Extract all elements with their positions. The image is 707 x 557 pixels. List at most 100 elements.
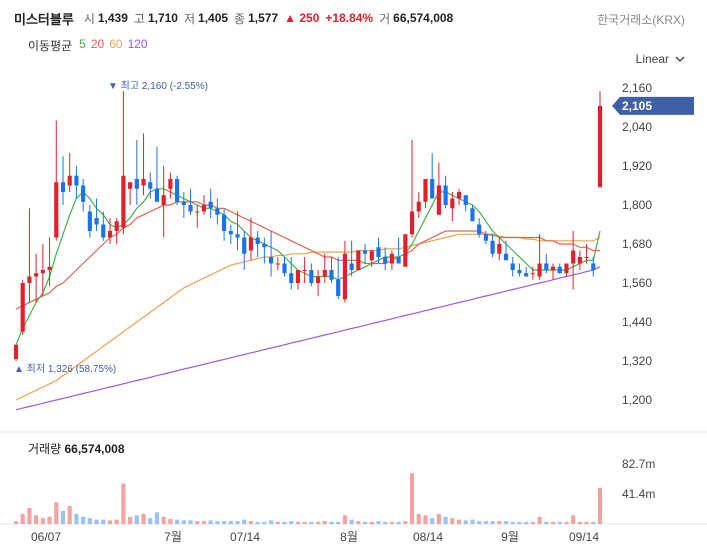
candle-body (282, 263, 287, 274)
candle-body (134, 179, 139, 189)
volume-bar (27, 508, 32, 524)
candle-body (530, 273, 535, 275)
candle-body (128, 182, 133, 189)
candle-body (383, 257, 388, 264)
candle-body (483, 234, 488, 241)
volume-bar (168, 518, 173, 524)
low-label: 저 (183, 11, 196, 26)
volume-value: 66,574,008 (393, 11, 454, 25)
ma-legend-item-120[interactable]: 120 (127, 37, 148, 51)
volume-bar (510, 521, 515, 524)
volume-bar (121, 483, 126, 524)
volume-bar (268, 520, 274, 524)
candle-body (81, 185, 86, 202)
volume-bar (175, 519, 180, 524)
volume-bar (470, 519, 475, 524)
volume-bar (154, 512, 160, 524)
volume-bar (597, 487, 603, 524)
candle-body (497, 244, 502, 254)
candle-body (154, 188, 160, 202)
current-price-tag (612, 96, 694, 115)
volume-bar (550, 521, 556, 524)
volume-bar (47, 516, 52, 524)
candle-body (13, 344, 19, 360)
candle-body (255, 237, 260, 244)
volume-tick-label: 41.4m (622, 487, 655, 501)
candle-body (430, 179, 435, 199)
candle-body (503, 253, 509, 261)
candle-body (336, 279, 341, 296)
volume-panel-value: 66,574,008 (64, 442, 125, 456)
candle-body (242, 237, 247, 254)
low-value: 1,405 (198, 11, 229, 25)
volume-bar (356, 521, 361, 524)
price-tick-label: 2,040 (622, 120, 652, 134)
volume-bar (242, 519, 247, 524)
volume-bar (349, 519, 354, 524)
ma-legend-item-20[interactable]: 20 (90, 37, 105, 51)
volume-bar (235, 521, 240, 524)
change-value: ▲ 250 (284, 11, 320, 25)
candle-body (67, 175, 72, 186)
volume-bar (577, 521, 582, 524)
candle-body (34, 273, 39, 277)
candle-body (456, 192, 462, 199)
candle-body (557, 266, 562, 274)
volume-bar (161, 516, 166, 524)
volume-bar (54, 502, 59, 524)
price-tick-label: 1,440 (622, 315, 652, 329)
volume-bar (181, 520, 186, 524)
candle-body (349, 263, 354, 270)
candle-body (517, 270, 522, 274)
volume-bar (87, 518, 92, 524)
volume-bar (195, 521, 200, 524)
volume-bar (564, 521, 569, 524)
candle-body (302, 270, 307, 271)
ma-legend-item-60[interactable]: 60 (109, 37, 123, 51)
volume-bar (497, 521, 502, 524)
volume-bar (208, 520, 213, 524)
volume-bar (369, 521, 374, 524)
volume-bar (201, 521, 207, 524)
volume-bar (40, 518, 45, 524)
volume-bar (591, 521, 596, 524)
price-tick-label: 1,560 (622, 276, 652, 290)
volume-bar (342, 515, 348, 524)
ma20-line (15, 201, 600, 310)
up-arrow-icon: ▲ (284, 11, 297, 25)
candle-body (208, 201, 213, 209)
candle-body (450, 198, 455, 209)
candle-body (114, 221, 119, 231)
candle-body (416, 201, 421, 212)
candle-body (60, 182, 66, 192)
candle-body (477, 224, 482, 235)
scale-label: Linear (635, 52, 669, 66)
high-label: 고 (133, 11, 145, 26)
volume-bar (477, 521, 482, 524)
candle-body (584, 257, 589, 258)
candle-body (463, 195, 468, 205)
volume-bar (107, 520, 113, 524)
candle-body (577, 257, 582, 264)
candle-body (40, 270, 45, 274)
candle-body (443, 185, 448, 205)
candle-body (74, 175, 79, 186)
x-tick-label: 09/14 (569, 530, 599, 544)
change-percent: +18.84% (325, 11, 374, 25)
volume-bar (248, 521, 254, 524)
scale-dropdown[interactable]: Linear (636, 52, 685, 66)
volume-bar (94, 519, 99, 524)
stock-name[interactable]: 미스터블루 (14, 11, 74, 27)
candle-body (322, 270, 327, 277)
candle-body (309, 270, 314, 283)
ma-legend-item-5[interactable]: 5 (79, 37, 86, 51)
volume-bar (490, 521, 495, 524)
candle-body (289, 273, 294, 283)
volume-bar (315, 521, 321, 524)
candle-body (490, 240, 495, 254)
candle-body (510, 263, 515, 270)
volume-bar (289, 521, 294, 524)
candle-body (369, 250, 374, 261)
volume-bar (141, 513, 146, 524)
